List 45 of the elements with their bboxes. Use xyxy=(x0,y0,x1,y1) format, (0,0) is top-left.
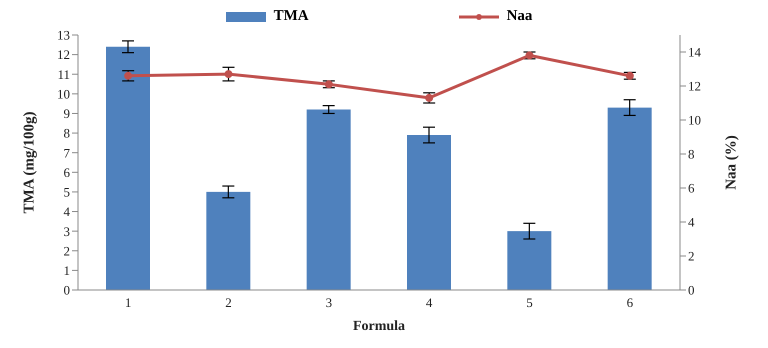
y-tick-label: 12 xyxy=(57,47,70,62)
y2-tick-label: 0 xyxy=(688,282,694,298)
y-tick-label: 1 xyxy=(64,263,70,278)
point xyxy=(526,51,534,60)
y2-axis-title: Naa (%) xyxy=(723,135,740,190)
x-axis-title: Formula xyxy=(352,319,406,334)
y-tick-label: 13 xyxy=(57,28,70,43)
bar xyxy=(608,108,652,290)
bar xyxy=(306,110,351,290)
x-tick-label: 5 xyxy=(526,295,533,310)
y2-tick-label: 2 xyxy=(688,248,694,264)
legend-label: TMA xyxy=(274,8,309,25)
y2-tick-label: 6 xyxy=(688,180,695,196)
y-tick-label: 4 xyxy=(64,204,70,220)
y2-tick-label: 8 xyxy=(688,146,694,162)
y-tick-label: 7 xyxy=(64,145,70,160)
y-tick-label: 2 xyxy=(64,243,70,258)
point xyxy=(626,72,634,80)
x-tick-label: 2 xyxy=(225,295,232,310)
y-axis-title: TMA (mg/100g) xyxy=(21,111,38,214)
y-tick-label: 8 xyxy=(64,126,70,141)
bar xyxy=(106,46,150,290)
point xyxy=(425,94,434,102)
x-tick-label: 3 xyxy=(326,295,332,310)
legend-label: Naa xyxy=(506,8,532,25)
y-tick-label: 3 xyxy=(64,224,70,239)
y2-tick-label: 10 xyxy=(688,112,701,128)
y2-tick-label: 4 xyxy=(688,214,695,230)
point xyxy=(224,70,232,78)
y2-tick-label: 12 xyxy=(688,78,701,94)
bar xyxy=(407,135,451,290)
y-tick-label: 5 xyxy=(64,184,70,200)
y-tick-label: 6 xyxy=(64,164,70,180)
bar xyxy=(206,192,250,290)
point xyxy=(324,80,333,88)
y2-tick-label: 14 xyxy=(688,44,702,60)
x-tick-label: 4 xyxy=(426,295,433,310)
y-tick-label: 0 xyxy=(64,282,70,298)
bar xyxy=(507,231,552,290)
y-tick-label: 11 xyxy=(57,66,70,82)
x-tick-label: 1 xyxy=(124,295,132,310)
x-tick-label: 6 xyxy=(626,295,634,310)
point xyxy=(124,72,132,80)
y-tick-label: 9 xyxy=(64,106,70,122)
y-tick-label: 10 xyxy=(57,86,70,102)
